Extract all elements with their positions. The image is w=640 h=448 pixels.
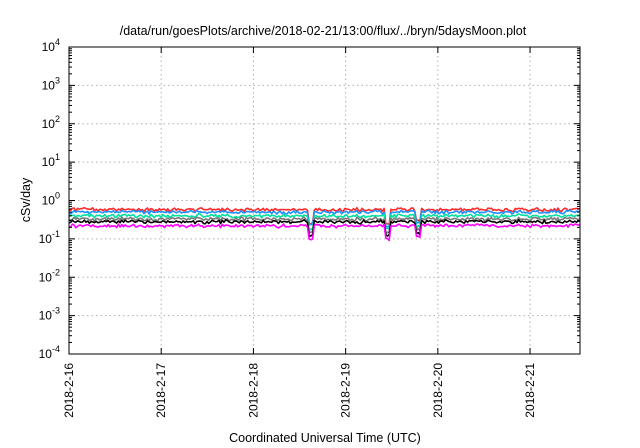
series-line <box>68 218 581 238</box>
series-line <box>68 223 581 242</box>
series-line <box>68 206 581 226</box>
x-tick-labels: 2018-2-16 2018-2-17 2018-2-18 2018-2-19 2018… <box>62 363 537 418</box>
y-tick-label: 101 <box>42 152 60 169</box>
grid <box>69 47 580 354</box>
x-tick-label: 2018-2-21 <box>523 363 537 418</box>
y-tick-label: 100 <box>42 191 60 208</box>
y-axis-label: cSv/day <box>19 177 33 222</box>
series-line <box>68 209 581 228</box>
y-tick-label: 10-4 <box>39 344 60 361</box>
series-line <box>68 213 581 232</box>
series-line <box>68 216 581 234</box>
y-tick-labels: 10-4 10-3 10-2 10-1 100 101 102 103 104 <box>39 37 60 361</box>
chart-title: /data/run/goesPlots/archive/2018-02-21/1… <box>120 24 527 38</box>
x-tick-label: 2018-2-18 <box>246 363 260 418</box>
series-group <box>68 206 581 242</box>
ticks <box>68 46 580 355</box>
x-axis-label: Coordinated Universal Time (UTC) <box>229 431 421 445</box>
y-tick-label: 103 <box>42 75 60 92</box>
y-tick-label: 10-2 <box>39 267 60 284</box>
y-tick-label: 10-3 <box>39 306 60 323</box>
y-tick-label: 10-1 <box>39 229 60 246</box>
x-tick-label: 2018-2-16 <box>62 363 76 418</box>
x-tick-label: 2018-2-20 <box>431 363 445 418</box>
y-tick-label: 102 <box>42 114 60 131</box>
x-tick-label: 2018-2-17 <box>154 363 168 418</box>
y-tick-label: 104 <box>42 37 60 54</box>
x-tick-label: 2018-2-19 <box>339 363 353 418</box>
